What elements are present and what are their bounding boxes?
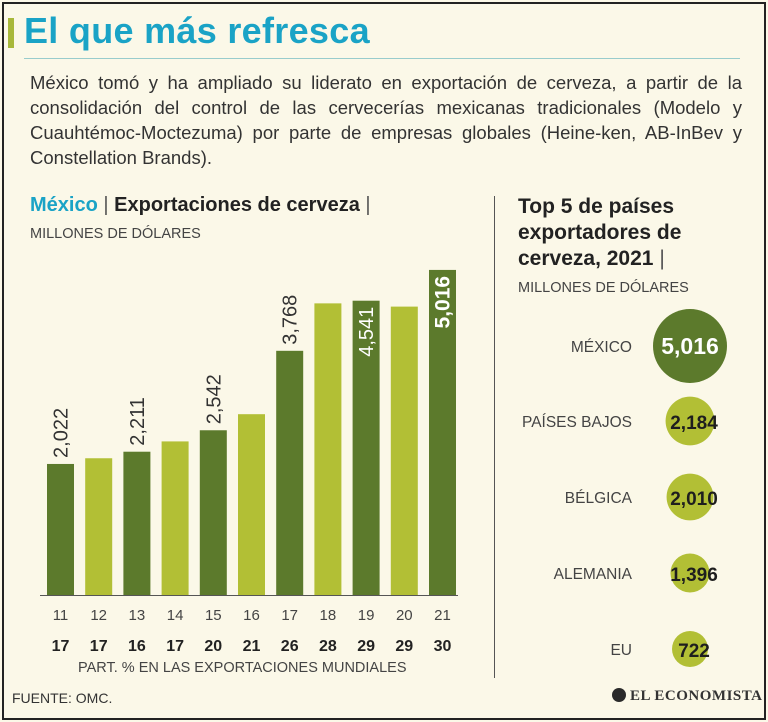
page-title: El que más refresca <box>24 10 370 51</box>
share-value-label: 29 <box>395 638 413 655</box>
bar-21 <box>429 269 456 595</box>
share-value-label: 30 <box>434 638 452 655</box>
year-tick-label: 14 <box>167 607 184 624</box>
bubble-value-label: 722 <box>678 641 710 662</box>
country-label: MÉXICO <box>571 339 632 356</box>
brand-name: EL ECONOMISTA <box>630 688 763 704</box>
right-chart-title-line2: exportadores de <box>518 221 682 244</box>
bar-11 <box>47 463 74 595</box>
year-tick-label: 18 <box>320 607 337 624</box>
share-value-label: 26 <box>281 638 299 655</box>
year-tick-label: 20 <box>396 607 413 624</box>
brand-logo: EL ECONOMISTA <box>612 688 763 705</box>
bubble-value-label: 1,396 <box>670 565 718 586</box>
year-tick-label: 15 <box>205 607 222 624</box>
bar-18 <box>314 303 342 595</box>
year-tick-label: 19 <box>358 607 375 624</box>
bubble-BÉLGICA <box>666 473 714 521</box>
bar-20 <box>390 306 418 595</box>
bubble-value-label: 2,184 <box>670 413 718 434</box>
left-chart-unit: MILLONES DE DÓLARES <box>30 226 201 242</box>
share-value-label: 29 <box>357 638 375 655</box>
intro-paragraph: México tomó y ha ampliado su liderato en… <box>30 72 742 168</box>
bubble-ALEMANIA <box>670 553 710 593</box>
share-value-label: 17 <box>166 638 184 655</box>
share-value-label: 16 <box>128 638 146 655</box>
share-value-label: 20 <box>204 638 222 655</box>
title-separator: | <box>365 194 371 216</box>
bar-14 <box>161 441 189 595</box>
bubble-EU <box>672 631 708 667</box>
bubble-PAÍSES BAJOS <box>665 396 715 446</box>
right-chart-title: Top 5 de países exportadores de cerveza,… <box>518 194 758 272</box>
share-value-label: 17 <box>90 638 108 655</box>
share-value-label: 21 <box>243 638 261 655</box>
title-accent-bar <box>8 18 14 48</box>
title-separator: | <box>103 194 109 216</box>
year-tick-label: 17 <box>281 607 298 624</box>
title-rule <box>24 58 740 59</box>
brand-icon <box>612 688 626 702</box>
year-tick-label: 21 <box>434 607 451 624</box>
bar-value-label: 2,022 <box>51 408 73 458</box>
bar-value-label: 4,541 <box>356 307 378 357</box>
share-axis-label: PART. % EN LAS EXPORTACIONES MUNDIALES <box>78 660 407 676</box>
year-tick-label: 16 <box>243 607 260 624</box>
bar-15 <box>199 430 227 595</box>
year-tick-label: 13 <box>129 607 146 624</box>
bar-17 <box>276 350 304 595</box>
bar-value-label: 5,016 <box>432 276 455 329</box>
country-label: EU <box>610 642 632 659</box>
year-tick-label: 12 <box>90 607 107 624</box>
right-chart-title-line3: cerveza, 2021 <box>518 247 654 270</box>
country-label: ALEMANIA <box>554 566 633 583</box>
chart-divider <box>494 196 495 678</box>
bar-value-label: 2,211 <box>127 397 149 446</box>
bubble-MÉXICO <box>653 309 727 383</box>
country-label: PAÍSES BAJOS <box>522 414 632 431</box>
share-value-label: 28 <box>319 638 337 655</box>
bar-12 <box>85 458 113 595</box>
bubble-value-label: 2,010 <box>670 489 718 510</box>
source-note: FUENTE: OMC. <box>12 690 113 706</box>
left-chart-title: México | Exportaciones de cerveza | <box>30 194 371 217</box>
right-chart-title-line1: Top 5 de países <box>518 195 674 218</box>
share-value-label: 17 <box>52 638 70 655</box>
bar-value-label: 2,542 <box>203 374 225 424</box>
year-tick-label: 11 <box>53 607 69 624</box>
bubble-value-label: 5,016 <box>661 333 719 359</box>
bar-16 <box>238 414 265 595</box>
right-chart-title-line3-wrap: cerveza, 2021 | <box>518 246 758 272</box>
bar-19 <box>352 300 380 595</box>
left-chart-country: México <box>30 194 98 216</box>
left-chart-subject: Exportaciones de cerveza <box>114 194 360 216</box>
right-chart-unit: MILLONES DE DÓLARES <box>518 280 689 296</box>
country-label: BÉLGICA <box>565 490 633 507</box>
title-separator: | <box>659 247 665 270</box>
bar-value-label: 3,768 <box>280 295 302 345</box>
bar-13 <box>123 451 151 595</box>
